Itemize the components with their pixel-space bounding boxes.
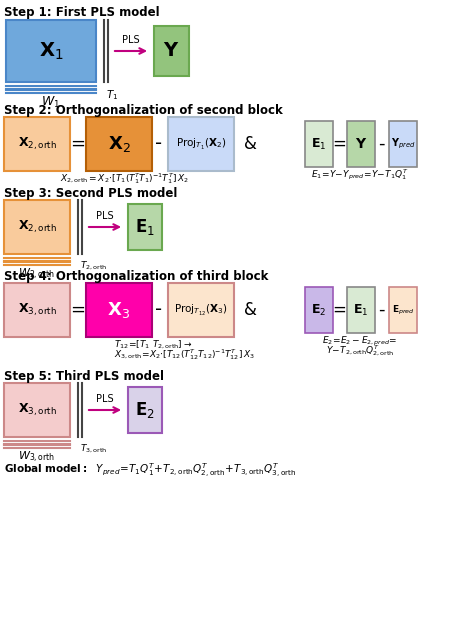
Text: $\mathbf{E}_2$: $\mathbf{E}_2$ xyxy=(311,302,327,318)
Text: $\mathrm{Proj}_{T_{12}}(\mathbf{X}_3)$: $\mathrm{Proj}_{T_{12}}(\mathbf{X}_3)$ xyxy=(174,302,228,318)
Text: $\mathbf{E}_1$: $\mathbf{E}_1$ xyxy=(135,217,155,237)
Text: =: = xyxy=(332,135,346,153)
Bar xyxy=(305,287,333,333)
Bar xyxy=(389,121,417,167)
Bar xyxy=(128,204,162,250)
Text: PLS: PLS xyxy=(122,35,140,45)
Text: =: = xyxy=(71,301,85,319)
Bar xyxy=(389,287,417,333)
Text: $\mathbf{Global\ model:}$  $Y_{pred}\!=\!T_1Q_1^T\!+\!T_{2,\mathrm{orth}}Q_{2,\m: $\mathbf{Global\ model:}$ $Y_{pred}\!=\!… xyxy=(4,462,296,480)
Text: PLS: PLS xyxy=(96,211,114,221)
Text: $\mathbf{Y}$: $\mathbf{Y}$ xyxy=(163,42,180,60)
Text: $\mathbf{E}_1$: $\mathbf{E}_1$ xyxy=(353,302,369,318)
Bar xyxy=(4,117,70,171)
Text: &: & xyxy=(244,135,256,153)
Text: $\mathbf{Y}_{pred}$: $\mathbf{Y}_{pred}$ xyxy=(391,137,415,152)
Text: $\mathbf{E}_{pred}$: $\mathbf{E}_{pred}$ xyxy=(392,304,414,317)
Bar xyxy=(154,26,189,76)
Text: -: - xyxy=(155,300,163,320)
Text: $W_{3,\mathrm{orth}}$: $W_{3,\mathrm{orth}}$ xyxy=(18,449,55,465)
Text: Step 2: Orthogonalization of second block: Step 2: Orthogonalization of second bloc… xyxy=(4,104,283,117)
Text: $E_2\!=\!E_2-E_{2,pred}\!=$: $E_2\!=\!E_2-E_{2,pred}\!=$ xyxy=(322,334,398,347)
Text: $T_1$: $T_1$ xyxy=(106,88,118,102)
Text: $\mathbf{X}_1$: $\mathbf{X}_1$ xyxy=(39,40,64,62)
Text: $\mathbf{X}_3$: $\mathbf{X}_3$ xyxy=(108,300,130,320)
Text: $\mathbf{E}_1$: $\mathbf{E}_1$ xyxy=(311,137,327,152)
Text: $Y\!-\!T_{2,\mathrm{orth}}Q_{2,\mathrm{orth}}^T$: $Y\!-\!T_{2,\mathrm{orth}}Q_{2,\mathrm{o… xyxy=(326,343,394,358)
Bar xyxy=(4,283,70,337)
Bar xyxy=(4,383,70,437)
Text: $T_{12}\!=\![T_1\ T_{2,\mathrm{orth}}]\rightarrow$: $T_{12}\!=\![T_1\ T_{2,\mathrm{orth}}]\r… xyxy=(114,339,192,351)
Text: Step 4: Orthogonalization of third block: Step 4: Orthogonalization of third block xyxy=(4,270,268,283)
Text: =: = xyxy=(332,301,346,319)
Bar xyxy=(347,121,375,167)
Text: Step 5: Third PLS model: Step 5: Third PLS model xyxy=(4,370,164,383)
Text: -: - xyxy=(155,135,163,153)
Bar xyxy=(168,117,234,171)
Bar xyxy=(6,20,96,82)
Text: Step 1: First PLS model: Step 1: First PLS model xyxy=(4,6,160,19)
Text: $W_{2,\mathrm{orth}}$: $W_{2,\mathrm{orth}}$ xyxy=(18,266,55,282)
Text: $E_1\!=\!Y\!-\!Y_{pred}\!=\!Y\!-\!T_1Q_1^T$: $E_1\!=\!Y\!-\!Y_{pred}\!=\!Y\!-\!T_1Q_1… xyxy=(311,168,409,182)
Text: $T_{2,\mathrm{orth}}$: $T_{2,\mathrm{orth}}$ xyxy=(80,260,107,272)
Text: $\mathrm{Proj}_{T_1}(\mathbf{X}_2)$: $\mathrm{Proj}_{T_1}(\mathbf{X}_2)$ xyxy=(176,137,226,152)
Text: $\mathbf{X}_{3,\mathrm{orth}}$: $\mathbf{X}_{3,\mathrm{orth}}$ xyxy=(18,402,56,418)
Text: $X_{2,\mathrm{orth}}= X_2\!\cdot\![T_1(T_1^TT_1)^{-1}T_1^T]\,X_2$: $X_{2,\mathrm{orth}}= X_2\!\cdot\![T_1(T… xyxy=(60,171,188,186)
Text: $\mathbf{E}_2$: $\mathbf{E}_2$ xyxy=(135,400,155,420)
Bar xyxy=(4,200,70,254)
Text: -: - xyxy=(378,135,384,153)
Bar xyxy=(168,283,234,337)
Text: $\mathbf{Y}$: $\mathbf{Y}$ xyxy=(355,137,367,151)
Text: =: = xyxy=(71,135,85,153)
Text: -: - xyxy=(378,301,384,319)
Text: $W_1$: $W_1$ xyxy=(41,94,61,110)
Bar xyxy=(305,121,333,167)
Text: PLS: PLS xyxy=(96,394,114,404)
Text: $\mathbf{X}_{2,\mathrm{orth}}$: $\mathbf{X}_{2,\mathrm{orth}}$ xyxy=(18,219,56,235)
Text: $X_{3,\mathrm{orth}}\!=\!X_2\!\cdot\![T_{12}(T_{12}^TT_{12})^{-1}T_{12}^T]\,X_3$: $X_{3,\mathrm{orth}}\!=\!X_2\!\cdot\![T_… xyxy=(114,347,255,363)
Bar xyxy=(347,287,375,333)
Text: $\mathbf{X}_2$: $\mathbf{X}_2$ xyxy=(108,134,130,154)
Text: $\mathbf{X}_{2,\mathrm{orth}}$: $\mathbf{X}_{2,\mathrm{orth}}$ xyxy=(18,136,56,152)
Text: $T_{3,\mathrm{orth}}$: $T_{3,\mathrm{orth}}$ xyxy=(80,443,107,455)
Text: Step 3: Second PLS model: Step 3: Second PLS model xyxy=(4,187,177,200)
Bar xyxy=(86,283,152,337)
Bar xyxy=(128,387,162,433)
Text: $\mathbf{X}_{3,\mathrm{orth}}$: $\mathbf{X}_{3,\mathrm{orth}}$ xyxy=(18,302,56,318)
Bar xyxy=(86,117,152,171)
Text: &: & xyxy=(244,301,256,319)
